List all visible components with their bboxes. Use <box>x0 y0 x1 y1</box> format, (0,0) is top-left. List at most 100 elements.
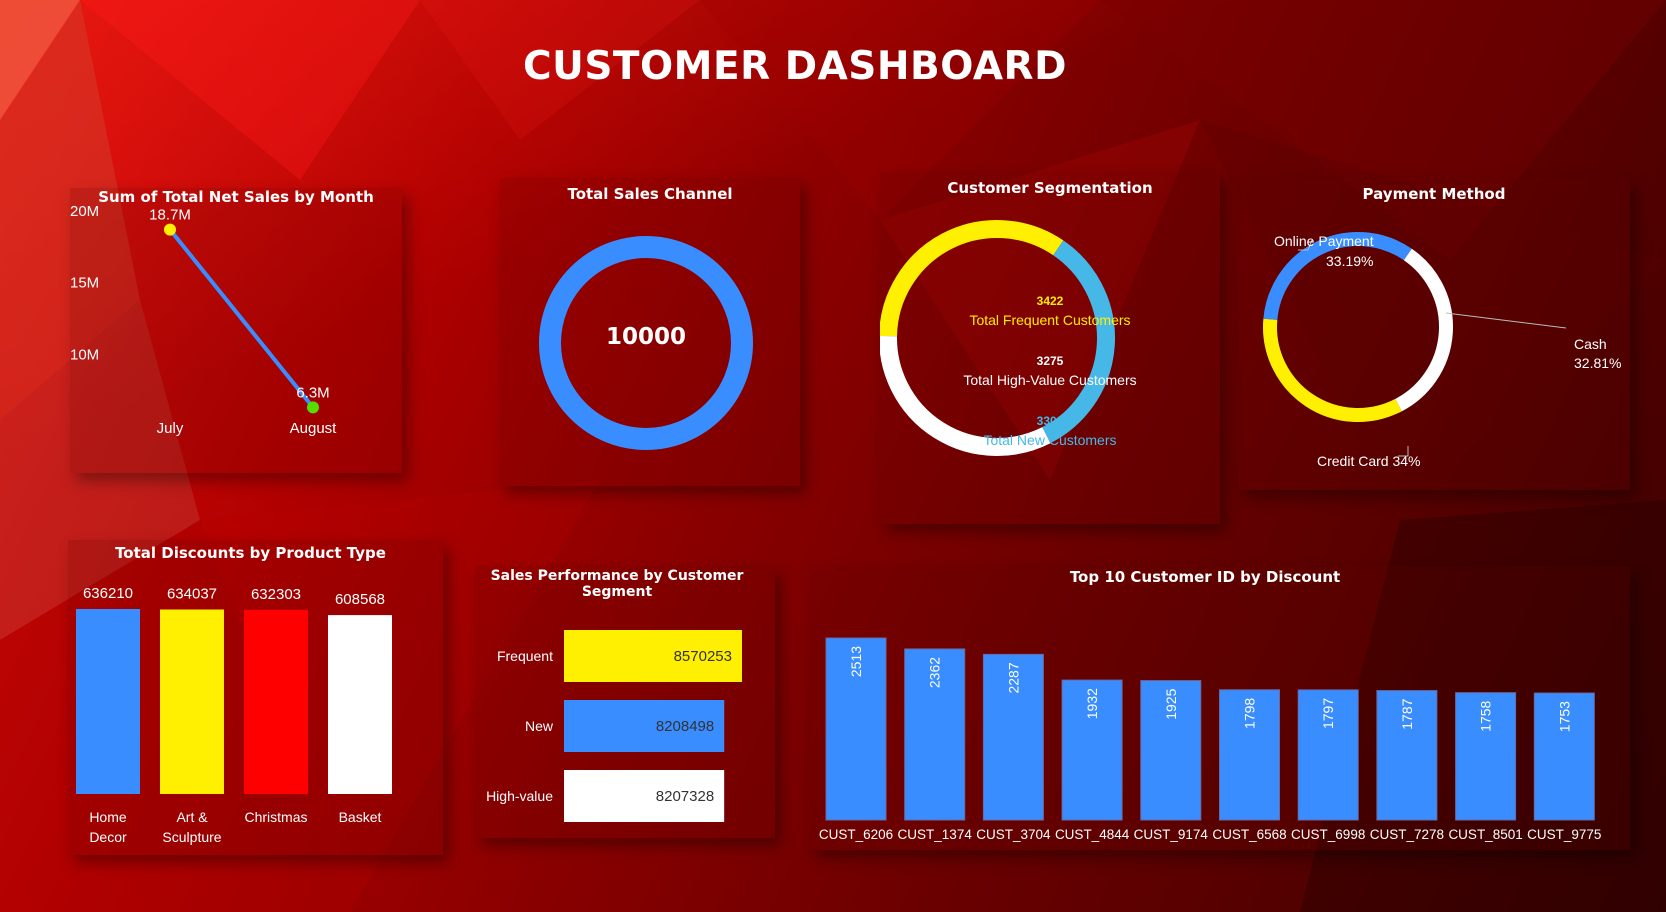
donut-slice <box>1263 232 1412 321</box>
discounts-by-product-panel: Total Discounts by Product Type 636210 Ho… <box>68 540 443 855</box>
product-bar <box>76 609 140 794</box>
bar-value-label: 2362 <box>927 657 943 688</box>
net-sales-by-month-panel: Sum of Total Net Sales by Month 10M 15M 20… <box>70 188 402 473</box>
customer-bar <box>1061 679 1123 821</box>
x-tick-label: CUST_3704 <box>976 827 1051 842</box>
product-bar <box>328 615 392 794</box>
customer-bar <box>1376 690 1438 821</box>
customer-bar <box>1533 692 1595 821</box>
page-title: CUSTOMER DASHBOARD <box>523 44 1067 89</box>
y-tick-label: New <box>525 718 554 734</box>
x-tick-label: Art & <box>176 809 208 825</box>
leader-line <box>1298 239 1313 251</box>
sales-channel-center-value: 10000 <box>605 324 687 350</box>
x-tick-label: Basket <box>339 809 382 825</box>
x-tick-label: August <box>290 420 338 437</box>
x-tick-label: CUST_6998 <box>1291 827 1365 842</box>
segment-bar <box>564 630 742 682</box>
x-tick-label: Sculpture <box>162 829 221 845</box>
bar-value-label: 1787 <box>1399 698 1415 729</box>
customer-bar <box>904 648 966 821</box>
customer-bar <box>1455 692 1517 821</box>
bar-value-label: 2287 <box>1005 662 1021 693</box>
leader-line <box>1445 312 1567 329</box>
customer-segmentation-title: Customer Segmentation <box>947 179 1153 197</box>
online-payment-label: Online Payment <box>1274 233 1374 249</box>
new-customers-label: Total New Customers <box>983 432 1117 448</box>
net-sales-line-chart: 10M 15M 20M 18.7M July 6.3M August <box>70 203 338 437</box>
x-tick-label: CUST_6206 <box>819 827 893 842</box>
new-customers-value: 3303 <box>1036 414 1064 428</box>
bar-value-label: 1932 <box>1084 688 1100 719</box>
bar-value-label: 1758 <box>1478 700 1494 731</box>
online-payment-value: 33.19% <box>1326 253 1374 269</box>
x-tick-label: CUST_7278 <box>1370 827 1444 842</box>
donut-slice <box>1042 240 1115 444</box>
customer-bar <box>1140 680 1202 821</box>
bar-value-label: 8570253 <box>674 648 732 665</box>
product-bar <box>244 609 308 794</box>
sales-performance-panel: Sales Performance by Customer Segment 85… <box>475 566 775 838</box>
top-customers-chart: 2513 CUST_6206 2362 CUST_1374 2287 CUST_3704 1… <box>819 637 1601 842</box>
x-tick-label: CUST_8501 <box>1448 827 1522 842</box>
bar-value-label: 1753 <box>1556 701 1572 732</box>
bar-value-label: 1798 <box>1242 698 1258 729</box>
x-tick-label: CUST_9174 <box>1134 827 1209 842</box>
bar-value-label: 1797 <box>1320 698 1336 729</box>
segment-bar <box>564 700 725 752</box>
data-point <box>164 223 176 236</box>
x-tick-label: Home <box>89 809 127 825</box>
bar-value-label: 634037 <box>167 585 217 602</box>
leader-line <box>1398 446 1409 457</box>
x-tick-label: Christmas <box>244 809 307 825</box>
high-value-customers-label: Total High-Value Customers <box>963 372 1137 388</box>
x-tick-label: CUST_6568 <box>1212 827 1286 842</box>
bar-value-label: 8208498 <box>656 718 714 735</box>
segment-bar <box>564 770 725 822</box>
donut-slice <box>1263 318 1402 422</box>
customer-bar <box>825 637 887 821</box>
sales-channel-ring <box>539 236 753 450</box>
donut-slice <box>1395 248 1453 412</box>
discounts-by-product-title: Total Discounts by Product Type <box>115 544 386 562</box>
sales-line-series <box>168 228 315 409</box>
customer-bar <box>982 653 1044 821</box>
discounts-by-product-chart: 636210 Home Decor 634037 Art & Sculpture 63230… <box>76 585 392 845</box>
donut-slice <box>880 220 1064 337</box>
y-tick-label: 10M <box>70 346 99 363</box>
y-tick-label: High-value <box>486 788 553 804</box>
customer-bar <box>1297 689 1359 821</box>
y-tick-label: Frequent <box>497 648 553 664</box>
total-sales-channel-title: Total Sales Channel <box>567 185 733 203</box>
y-tick-label: 20M <box>70 203 99 220</box>
x-tick-label: CUST_1374 <box>898 827 973 842</box>
total-sales-channel-panel: Total Sales Channel 10000 <box>500 178 800 486</box>
donut-slice <box>880 335 1051 456</box>
high-value-customers-value: 3275 <box>1036 354 1064 368</box>
sales-performance-title: Sales Performance by Customer Segment <box>490 568 744 600</box>
customer-bar <box>1219 689 1280 821</box>
data-label: 6.3M <box>296 384 329 401</box>
net-sales-by-month-title: Sum of Total Net Sales by Month <box>98 188 374 206</box>
customer-segmentation-panel: Customer Segmentation 3422 Total Frequen… <box>880 172 1220 524</box>
bar-value-label: 8207328 <box>656 788 714 805</box>
frequent-customers-label: Total Frequent Customers <box>969 312 1131 328</box>
bar-value-label: 2513 <box>848 646 864 677</box>
payment-method-title: Payment Method <box>1362 185 1506 203</box>
bar-value-label: 632303 <box>251 586 301 603</box>
cash-value: 32.81% <box>1574 355 1622 371</box>
cash-label: Cash <box>1574 336 1607 352</box>
bar-value-label: 636210 <box>83 585 133 602</box>
payment-method-panel: Payment Method Online Payment 33.19% Cas… <box>1238 178 1630 490</box>
sales-performance-chart: 8570253 Frequent 8208498 New 8207328 High-val… <box>486 630 742 822</box>
payment-method-donut <box>1263 232 1567 457</box>
total-sales-channel-donut <box>539 236 753 450</box>
bar-value-label: 608568 <box>335 591 385 608</box>
top-customers-title: Top 10 Customer ID by Discount <box>1069 568 1341 586</box>
x-tick-label: Decor <box>89 829 127 845</box>
y-tick-label: 15M <box>70 275 99 292</box>
x-tick-label: July <box>157 420 184 437</box>
x-tick-label: CUST_9775 <box>1527 827 1601 842</box>
frequent-customers-value: 3422 <box>1036 294 1064 308</box>
x-tick-label: CUST_4844 <box>1055 827 1130 842</box>
